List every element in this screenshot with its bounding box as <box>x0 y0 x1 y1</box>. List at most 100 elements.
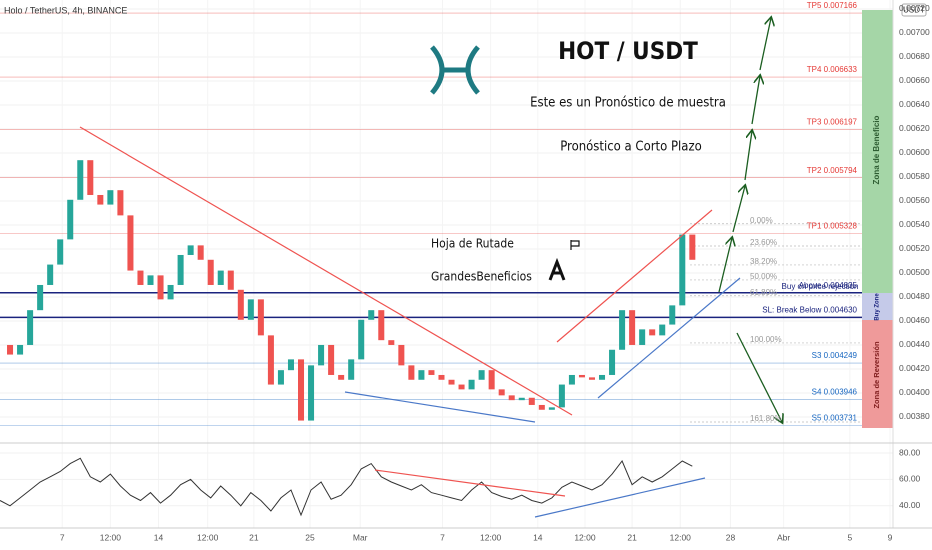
candle <box>247 299 254 320</box>
candle <box>157 275 164 300</box>
y-tick-label: 0.00720 <box>899 3 930 13</box>
level-label: SL: Break Below 0.004630 <box>762 305 857 314</box>
unit-box <box>901 3 927 17</box>
candle <box>167 284 174 300</box>
candle <box>187 245 194 255</box>
x-tick-label: 21 <box>627 532 637 542</box>
level-label: Above 0.004835 <box>799 281 858 290</box>
arrow <box>736 332 782 422</box>
trend-line <box>534 477 706 518</box>
x-tick-label: 12:00 <box>100 532 122 542</box>
candle <box>117 190 124 216</box>
profit-zone <box>862 10 893 293</box>
x-tick-label: 28 <box>726 532 736 542</box>
candle <box>458 384 465 390</box>
y-tick-label: 0.00680 <box>899 51 930 61</box>
candle <box>679 234 686 306</box>
level-label: S5 0.003731 <box>812 413 858 422</box>
y-tick-label: 0.00700 <box>899 27 930 37</box>
buy-zone <box>862 293 893 320</box>
candle <box>318 344 325 366</box>
level-label: TP5 0.007166 <box>807 1 858 10</box>
candle <box>17 344 24 355</box>
annotation: Pronóstico a Corto Plazo <box>560 140 702 155</box>
arrow <box>718 238 732 293</box>
y-tick-label: 0.00480 <box>899 291 930 301</box>
y-tick-label: 0.00440 <box>899 339 930 349</box>
annotation: Hoja de Rutade <box>431 237 514 251</box>
y-tick-label: 0.00520 <box>899 243 930 253</box>
y-tick-label: 0.00660 <box>899 75 930 85</box>
candle <box>518 397 525 401</box>
candle <box>277 370 284 385</box>
candle <box>498 389 505 396</box>
y-tick-label: 0.00460 <box>899 315 930 325</box>
trend-line <box>556 209 713 343</box>
y-tick-label: 0.00540 <box>899 219 930 229</box>
y-tick-label: 0.00580 <box>899 171 930 181</box>
candle <box>207 259 214 285</box>
candle <box>137 270 144 285</box>
y-tick-label: 0.00420 <box>899 363 930 373</box>
candle <box>669 305 676 325</box>
x-tick-label: Mar <box>353 532 368 542</box>
level-label: S3 0.004249 <box>812 351 858 360</box>
arrow <box>732 186 745 233</box>
trend-line <box>79 126 573 416</box>
logo <box>430 45 480 95</box>
x-tick-label: 12:00 <box>670 532 692 542</box>
candle <box>639 329 646 345</box>
indicator-line <box>0 457 693 517</box>
fib-label: 23.60% <box>750 238 777 247</box>
x-tick-label: 14 <box>533 532 543 542</box>
candle <box>478 370 485 380</box>
annotation: Buy on price rejection <box>782 282 859 291</box>
arrow <box>751 76 760 125</box>
x-tick-label: 9 <box>888 532 893 542</box>
candle <box>378 310 385 341</box>
candle <box>298 359 305 421</box>
y-tick-label: 0.00640 <box>899 99 930 109</box>
level-label: TP2 0.005794 <box>807 166 858 175</box>
fib-label: 0.00% <box>750 216 773 225</box>
level-label: TP1 0.005328 <box>807 222 858 231</box>
candle <box>619 310 626 350</box>
candle <box>468 379 475 390</box>
arrow <box>759 18 771 71</box>
arrows <box>718 18 782 422</box>
candle <box>257 299 264 336</box>
y-tick-label: 40.00 <box>899 500 921 510</box>
chart-title: Holo / TetherUS, 4h, BINANCE <box>4 5 127 15</box>
arrow <box>744 131 752 181</box>
candle <box>287 359 294 371</box>
candle <box>609 349 616 375</box>
icon <box>548 257 566 281</box>
reversal-zone <box>862 320 893 428</box>
candle <box>508 395 515 401</box>
trend-line <box>597 277 741 399</box>
y-tick-label: 0.00500 <box>899 267 930 277</box>
x-tick-label: 21 <box>249 532 259 542</box>
candle <box>348 359 355 380</box>
pair-title: HOT / USDT <box>558 37 698 65</box>
fib-label: 161.80% <box>750 414 782 423</box>
candle <box>578 374 585 378</box>
candle <box>568 374 575 385</box>
x-tick-label: 5 <box>847 532 852 542</box>
candle <box>47 264 54 285</box>
candle <box>37 284 44 311</box>
candle <box>448 379 455 385</box>
annotation: Este es un Pronóstico de muestra <box>530 96 726 111</box>
candle <box>388 340 395 345</box>
candle <box>107 190 114 205</box>
candle <box>27 310 34 345</box>
candle <box>67 199 74 240</box>
y-tick-label: 0.00400 <box>899 387 930 397</box>
labels: 0.00380 0.00400 0.00420 0.00440 0.00460 0.004… <box>60 1 930 542</box>
candle <box>97 194 104 205</box>
candle <box>558 384 565 408</box>
candle <box>368 310 375 320</box>
y-tick-label: 80.00 <box>899 447 921 457</box>
